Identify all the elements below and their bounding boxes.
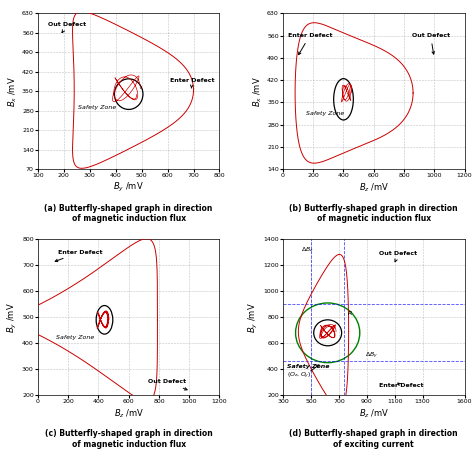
Text: Safety Zone
$(O_z,O_y)$: Safety Zone $(O_z,O_y)$ [287, 365, 330, 381]
Text: Out Defect: Out Defect [148, 379, 187, 390]
Text: Enter Defect: Enter Defect [170, 78, 215, 88]
Text: Enter Defect: Enter Defect [288, 33, 332, 55]
X-axis label: $B_y$ /mV: $B_y$ /mV [113, 181, 144, 194]
Text: Enter Defect: Enter Defect [55, 250, 102, 262]
Text: Enter Defect: Enter Defect [379, 383, 424, 388]
Text: Safety Zone: Safety Zone [56, 335, 94, 340]
Y-axis label: $B_y$ /mV: $B_y$ /mV [6, 302, 19, 333]
Text: Safety Zone: Safety Zone [306, 111, 344, 116]
X-axis label: $B_z$ /mV: $B_z$ /mV [358, 181, 389, 194]
Text: Out Defect: Out Defect [411, 33, 450, 54]
Text: $R$: $R$ [347, 308, 353, 317]
X-axis label: $B_z$ /mV: $B_z$ /mV [113, 407, 144, 419]
Text: Out Defect: Out Defect [379, 251, 418, 262]
X-axis label: $B_z$ /mV: $B_z$ /mV [358, 407, 389, 419]
Text: Safety Zone: Safety Zone [78, 106, 116, 110]
Y-axis label: $B_x$ /mV: $B_x$ /mV [252, 76, 264, 107]
Text: $\Delta B_z$: $\Delta B_z$ [301, 245, 314, 254]
Text: $\Delta B_y$: $\Delta B_y$ [365, 351, 379, 361]
Y-axis label: $B_x$ /mV: $B_x$ /mV [7, 76, 19, 107]
Y-axis label: $B_y$ /mV: $B_y$ /mV [247, 302, 260, 333]
Text: (a) Butterfly-shaped graph in direction
of magnetic induction flux: (a) Butterfly-shaped graph in direction … [45, 203, 213, 223]
Text: (c) Butterfly-shaped graph in direction
of magnetic induction flux: (c) Butterfly-shaped graph in direction … [45, 429, 212, 449]
Text: (d) Butterfly-shaped graph in direction
of exciting current: (d) Butterfly-shaped graph in direction … [290, 429, 458, 449]
Text: (b) Butterfly-shaped graph in direction
of magnetic induction flux: (b) Butterfly-shaped graph in direction … [290, 203, 458, 223]
Text: Out Defect: Out Defect [48, 22, 86, 33]
